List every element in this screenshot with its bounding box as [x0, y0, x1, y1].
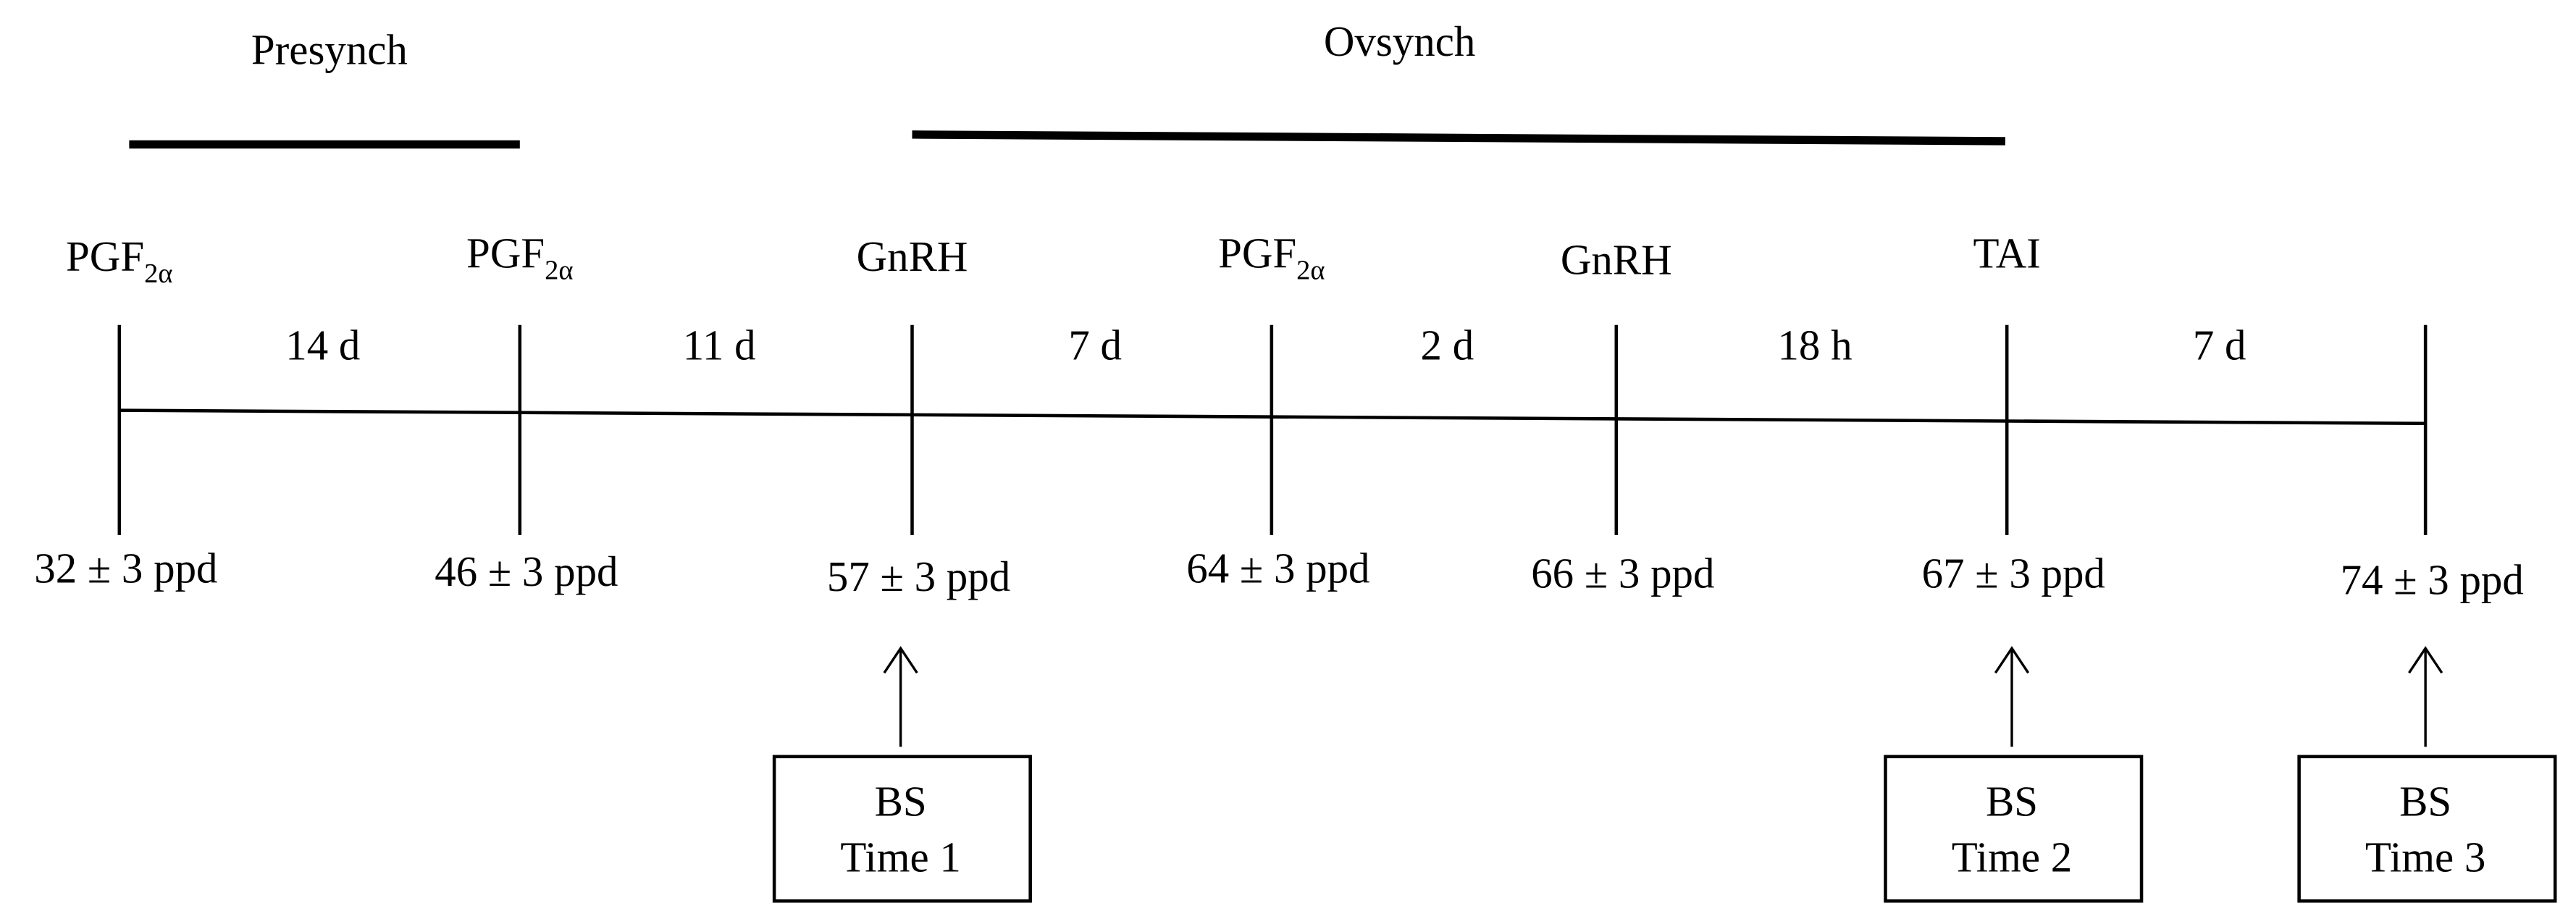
treatment-label: TAI — [1973, 229, 2040, 277]
phase-label: Ovsynch — [1324, 17, 1475, 65]
day-label: 74 ± 3 ppd — [2341, 555, 2524, 603]
sample-box — [772, 755, 1032, 903]
sample-label: BS — [1986, 777, 2038, 825]
interval-label: 7 d — [2193, 321, 2246, 369]
interval-label: 18 h — [1777, 321, 1852, 369]
ovsynch-bar — [912, 130, 2005, 146]
treatment-name: PGF — [66, 232, 144, 280]
day-label: 32 ± 3 ppd — [34, 545, 217, 592]
interval-label: 2 d — [1421, 321, 1474, 369]
treatment-name: GnRH — [1561, 235, 1672, 283]
day-label: 64 ± 3 ppd — [1186, 545, 1369, 592]
treatment-subscript: 2α — [1296, 255, 1325, 285]
treatment-label: PGF2α — [66, 232, 172, 289]
day-label: 57 ± 3 ppd — [827, 553, 1010, 600]
day-label: 46 ± 3 ppd — [435, 547, 618, 595]
treatment-subscript: 2α — [545, 255, 573, 285]
arrow-head — [883, 646, 918, 674]
treatment-label: PGF2α — [1218, 229, 1325, 285]
treatment-subscript: 2α — [144, 259, 172, 289]
interval-label: 11 d — [683, 321, 756, 369]
day-label: 67 ± 3 ppd — [1922, 549, 2105, 597]
phase-label: Presynch — [251, 25, 408, 73]
sample-label: Time 2 — [1952, 833, 2072, 881]
interval-label: 7 d — [1068, 321, 1122, 369]
treatment-name: GnRH — [857, 232, 968, 280]
sample-label: Time 1 — [840, 833, 960, 881]
treatment-name: PGF — [466, 229, 545, 277]
arrow-head — [2408, 646, 2443, 674]
sample-box — [1884, 755, 2144, 903]
treatment-name: TAI — [1973, 229, 2040, 277]
treatment-label: GnRH — [857, 232, 968, 280]
treatment-name: PGF — [1218, 229, 1296, 277]
treatment-label: PGF2α — [466, 229, 574, 285]
day-label: 66 ± 3 ppd — [1531, 549, 1714, 597]
sample-box — [2297, 755, 2557, 903]
arrow-head — [1994, 646, 2030, 674]
treatment-label: GnRH — [1561, 235, 1672, 283]
sample-label: BS — [875, 777, 927, 825]
sample-label: BS — [2399, 777, 2451, 825]
interval-label: 14 d — [285, 321, 360, 369]
sample-label: Time 3 — [2365, 833, 2485, 881]
